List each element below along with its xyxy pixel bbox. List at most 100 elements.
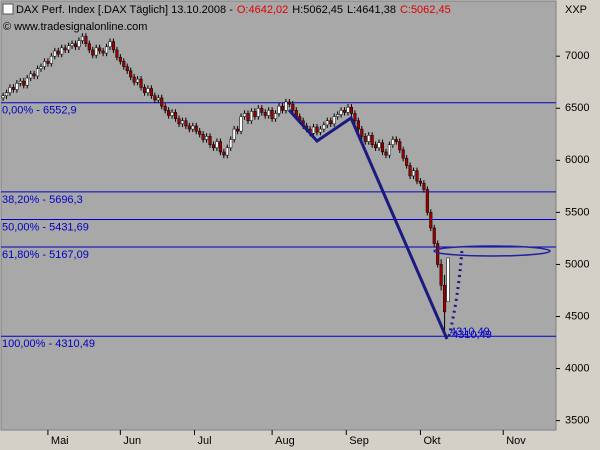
candle-body — [146, 88, 150, 93]
x-tick-label: Nov — [506, 435, 526, 447]
icon — [2, 3, 14, 15]
candle-body — [284, 101, 288, 111]
candle-body — [194, 125, 198, 132]
candle-body — [56, 50, 60, 55]
y-tick-label: 4500 — [565, 310, 589, 322]
candle-body — [25, 77, 29, 86]
plot-area — [0, 0, 557, 431]
candle-body — [318, 128, 322, 133]
candle-body — [39, 66, 43, 69]
candle-body — [411, 170, 416, 177]
target-ellipse — [433, 245, 551, 257]
trend-line — [287, 108, 449, 340]
candle-body — [87, 43, 91, 51]
candle-body — [446, 257, 450, 302]
candle-body — [70, 43, 74, 47]
candle-body — [125, 66, 129, 72]
y-tick-label: 4000 — [565, 362, 589, 374]
candle-body — [360, 128, 364, 137]
candle-body — [101, 50, 105, 54]
candle-body — [274, 113, 278, 119]
candle-body — [387, 144, 391, 156]
candle-body — [105, 46, 109, 54]
header-value: H:5062,45 — [292, 4, 343, 16]
candle-body — [42, 61, 47, 67]
x-tick-label: Aug — [275, 435, 295, 447]
candle-body — [267, 110, 271, 116]
candle-body — [339, 110, 343, 115]
annotation: 4310,49 — [452, 329, 492, 341]
annotation: 4310,49 — [450, 326, 490, 338]
candle-body — [8, 87, 12, 93]
level-label: 50,00% - 5431,69 — [2, 221, 89, 233]
candle-body — [232, 128, 236, 140]
candle-body — [201, 134, 205, 140]
candle-body — [198, 130, 202, 135]
title: DAX Perf. Index [.DAX Täglich] 13.10.200… — [16, 4, 233, 16]
candle-body — [391, 139, 395, 145]
candle-body — [236, 128, 240, 132]
candle-body — [180, 120, 184, 125]
candle-body — [222, 151, 226, 156]
y-tick-label: 6000 — [565, 154, 589, 166]
candle-body — [11, 87, 15, 90]
candle-body — [208, 136, 212, 145]
y-tick-label: 7000 — [565, 50, 589, 62]
candle-body — [336, 114, 340, 117]
candle-body — [242, 113, 247, 117]
candle-body — [256, 108, 260, 117]
candle-body — [291, 103, 295, 111]
candle-body — [422, 182, 426, 190]
candle-body — [349, 106, 354, 114]
candle-body — [139, 78, 143, 88]
candle-body — [353, 113, 357, 121]
axis-label: XXP — [565, 4, 587, 16]
y-tick-label: 5000 — [565, 258, 589, 270]
header-value: O:4642,02 — [237, 4, 288, 16]
candle-body — [374, 144, 378, 149]
candle-body — [429, 212, 433, 229]
y-tick-label: 3500 — [565, 415, 589, 427]
candle-body — [239, 116, 243, 132]
chart-header: DAX Perf. Index [.DAX Täglich] 13.10.200… — [16, 4, 451, 16]
candle-body — [315, 126, 319, 133]
candle-body — [425, 189, 429, 213]
candle-body — [408, 165, 412, 177]
candle-body — [80, 36, 84, 41]
candle-body — [363, 136, 367, 142]
candle-body — [211, 144, 216, 149]
candle-body — [142, 87, 147, 93]
candle-body — [280, 105, 285, 111]
candle-body — [73, 43, 78, 48]
candle-body — [394, 139, 398, 142]
candle-body — [443, 285, 447, 313]
candle-body — [77, 40, 81, 48]
candle-body — [4, 92, 9, 97]
candle-body — [22, 80, 26, 86]
x-tick-label: Okt — [423, 435, 440, 447]
x-tick-label: Jun — [123, 435, 141, 447]
candle-body — [153, 95, 157, 101]
projection-line — [447, 249, 464, 337]
candle-body — [415, 170, 419, 182]
candle-body — [53, 50, 57, 57]
candle-body — [108, 41, 112, 48]
candle-body — [91, 49, 95, 56]
candle-body — [249, 111, 253, 121]
candle-body — [225, 147, 229, 156]
candle-body — [229, 139, 233, 149]
candle-body — [401, 149, 405, 159]
candle-body — [311, 126, 316, 134]
candle-body — [170, 112, 174, 116]
candle-body — [132, 76, 136, 83]
candle-body — [167, 110, 171, 116]
y-tick-label: 5500 — [565, 206, 589, 218]
candle-body — [115, 49, 119, 58]
candle-body — [84, 36, 88, 44]
candle-body — [405, 157, 409, 166]
level-label: 100,00% - 4310,49 — [2, 338, 95, 350]
candle-body — [29, 73, 33, 79]
candle-body — [160, 97, 164, 107]
